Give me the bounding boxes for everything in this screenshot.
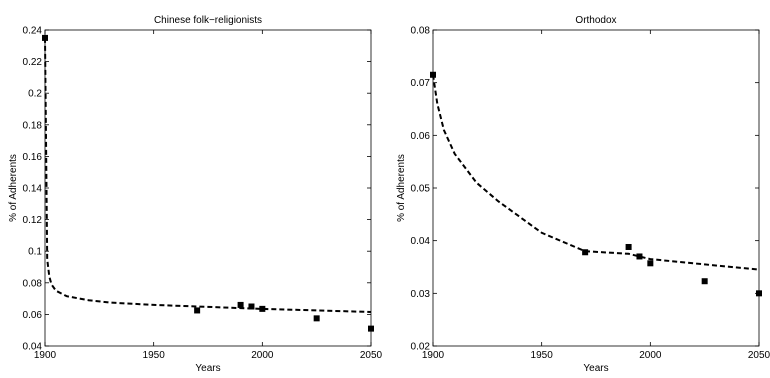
left-y-tick-label: 0.1	[28, 247, 42, 258]
right-data-point	[756, 290, 762, 297]
left-y-axis-label: % of Adherents	[8, 154, 19, 222]
right-chart-title: Orthodox	[575, 15, 616, 26]
right-y-axis-label: % of Adherents	[396, 154, 407, 222]
left-data-point	[248, 303, 255, 310]
right-fitted-curve	[432, 74, 760, 271]
left-y-tick-label: 0.2	[28, 89, 42, 100]
right-x-tick-label: 1900	[422, 350, 445, 361]
left-x-tick-label: 1900	[34, 350, 57, 361]
right-y-tick-label: 0.02	[411, 342, 431, 353]
right-y-tick-label: 0.05	[411, 184, 431, 195]
left-y-tick-label: 0.06	[23, 310, 43, 321]
right-x-tick-label: 1950	[531, 350, 554, 361]
left-y-tick-label: 0.22	[23, 57, 43, 68]
left-data-point	[368, 325, 374, 332]
right-y-tick-label: 0.03	[411, 289, 431, 300]
left-data-point	[259, 305, 266, 312]
right-data-point	[625, 243, 632, 250]
right-data-point	[701, 278, 708, 285]
left-x-axis-label: Years	[195, 363, 220, 374]
right-data-point	[636, 253, 643, 260]
right-data-point	[582, 249, 589, 256]
left-x-tick-label: 2000	[251, 350, 274, 361]
left-chart-title: Chinese folk−religionists	[154, 15, 262, 26]
right-y-tick-label: 0.07	[411, 78, 431, 89]
right-x-tick-label: 2050	[748, 350, 770, 361]
left-y-tick-label: 0.18	[23, 120, 43, 131]
left-data-point	[194, 307, 201, 314]
left-y-tick-label: 0.04	[23, 342, 43, 353]
left-y-tick-label: 0.24	[23, 26, 43, 37]
left-data-point	[313, 315, 320, 322]
left-fitted-curve	[44, 37, 372, 313]
left-y-tick-label: 0.08	[23, 278, 43, 289]
left-data-point	[237, 301, 244, 308]
right-x-tick-label: 2000	[639, 350, 662, 361]
left-y-tick-label: 0.14	[23, 184, 43, 195]
right-y-tick-label: 0.04	[411, 236, 431, 247]
right-x-axis-label: Years	[583, 363, 608, 374]
right-y-tick-label: 0.06	[411, 131, 431, 142]
left-x-tick-label: 2050	[360, 350, 383, 361]
left-x-tick-label: 1950	[143, 350, 166, 361]
right-data-point	[430, 71, 436, 78]
right-plot-frame	[432, 29, 760, 347]
left-plot-frame	[44, 29, 372, 347]
left-y-tick-label: 0.12	[23, 215, 43, 226]
right-data-point	[647, 260, 654, 267]
left-y-tick-label: 0.16	[23, 152, 43, 163]
right-y-tick-label: 0.08	[411, 26, 431, 37]
